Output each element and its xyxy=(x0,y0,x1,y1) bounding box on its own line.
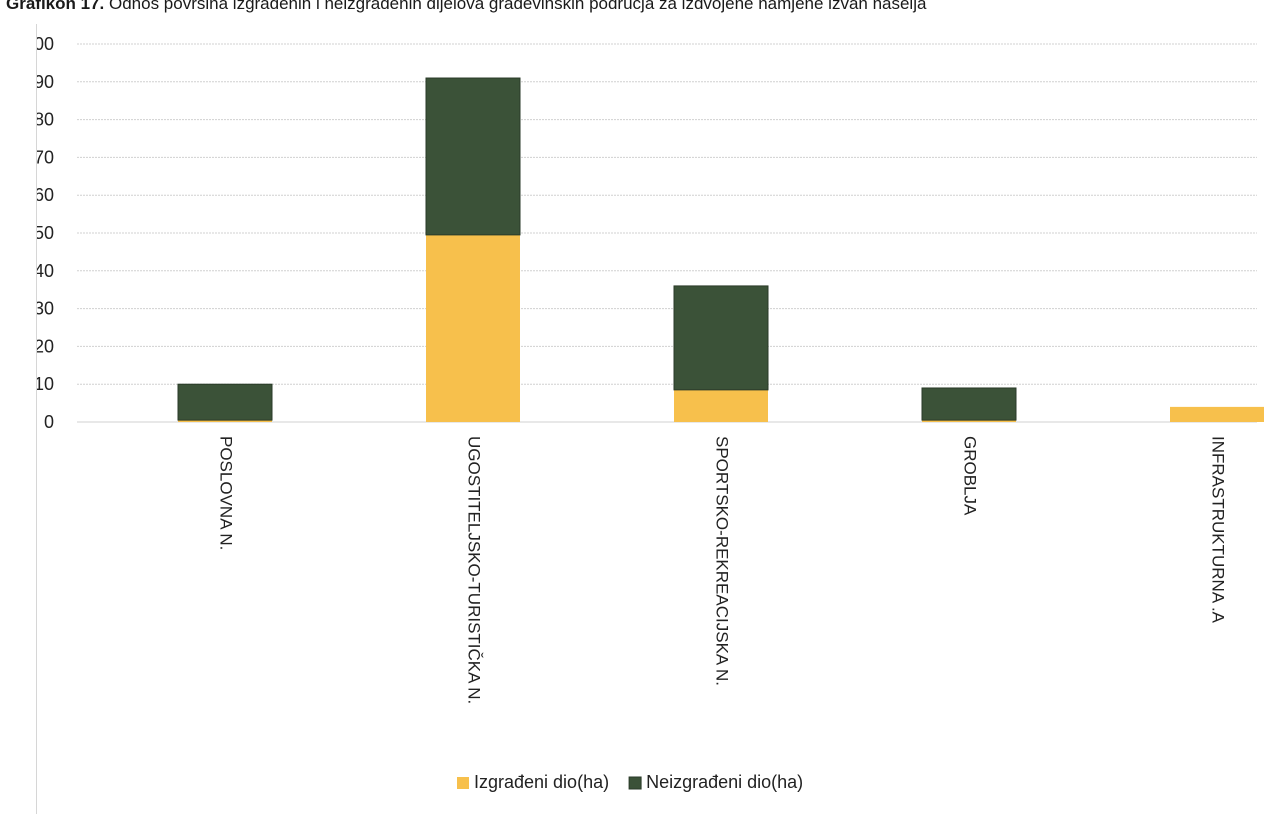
gridlines xyxy=(77,43,1257,423)
bar-unbuilt xyxy=(673,285,769,391)
legend: Izgrađeni dio(ha) Neizgrađeni dio(ha) xyxy=(457,772,803,792)
bars xyxy=(177,77,1264,422)
bar-unbuilt xyxy=(921,387,1017,421)
y-tick-label: 20 xyxy=(37,336,54,356)
legend-label: Neizgrađeni dio(ha) xyxy=(646,772,803,792)
legend-swatch-built xyxy=(457,777,469,789)
stacked-bar-chart: 0 10 20 30 40 50 60 70 80 90 100 POSLOVNA N. UGOSTI… xyxy=(37,34,1264,792)
y-tick-label: 70 xyxy=(37,147,54,167)
y-tick-label: 100 xyxy=(37,34,54,54)
bar-built xyxy=(922,420,1016,422)
bar-built xyxy=(1170,406,1264,422)
bar-built xyxy=(674,389,768,422)
legend-label: Izgrađeni dio(ha) xyxy=(474,772,609,792)
y-tick-label: 50 xyxy=(37,223,54,243)
chart-frame: 0 10 20 30 40 50 60 70 80 90 100 POSLOVNA N. UGOSTI… xyxy=(36,24,1270,814)
y-tick-label: 40 xyxy=(37,261,54,281)
bar-built xyxy=(426,234,520,422)
legend-swatch-unbuilt xyxy=(628,776,642,790)
x-axis: POSLOVNA N. UGOSTITELJSKO-TURISTIČKA N. SP… xyxy=(217,436,1228,704)
y-tick-label: 30 xyxy=(37,299,54,319)
chart-caption: Grafikon 17. Odnos površina izgrađenih i… xyxy=(6,0,926,15)
bar-unbuilt xyxy=(177,383,273,421)
x-category-label: POSLOVNA N. xyxy=(217,436,236,550)
y-tick-label: 10 xyxy=(37,374,54,394)
bar-unbuilt xyxy=(425,77,521,236)
y-tick-label: 60 xyxy=(37,185,54,205)
y-tick-label: 0 xyxy=(44,412,54,432)
x-category-label: UGOSTITELJSKO-TURISTIČKA N. xyxy=(465,436,484,704)
y-tick-label: 80 xyxy=(37,110,54,130)
y-axis: 0 10 20 30 40 50 60 70 80 90 100 xyxy=(37,34,54,432)
x-category-label: SPORTSKO-REKREACIJSKA N. xyxy=(713,436,732,686)
x-category-label: INFRASTRUKTURNA .A xyxy=(1209,436,1228,624)
bar-built xyxy=(178,420,272,422)
x-category-label: GROBLJA xyxy=(961,436,980,516)
y-tick-label: 90 xyxy=(37,72,54,92)
caption-label: Grafikon 17. xyxy=(6,0,105,13)
caption-text: Odnos površina izgrađenih i neizgrađenih… xyxy=(109,0,927,13)
